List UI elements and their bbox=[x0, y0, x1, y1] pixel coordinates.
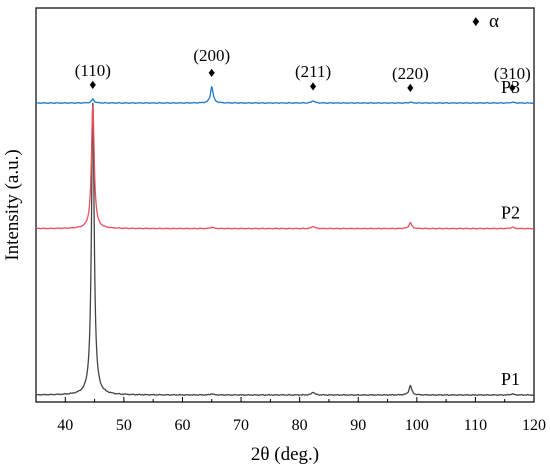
peak-hkl-label: (220) bbox=[392, 64, 429, 83]
peak-diamond-icon: ♦ bbox=[509, 81, 516, 96]
series-line-p2 bbox=[35, 105, 535, 230]
series-label-p2: P2 bbox=[501, 203, 520, 223]
x-tick-label: 100 bbox=[405, 417, 429, 434]
x-tick-label: 120 bbox=[522, 417, 546, 434]
peak-hkl-label: (200) bbox=[193, 46, 230, 65]
series-label-p3: P3 bbox=[501, 77, 520, 97]
legend-diamond-icon: ♦ bbox=[472, 14, 480, 30]
x-tick-label: 50 bbox=[116, 417, 132, 434]
peak-diamond-icon: ♦ bbox=[310, 80, 317, 95]
x-tick-label: 90 bbox=[350, 417, 366, 434]
series-label-p1: P1 bbox=[501, 369, 520, 389]
x-tick-label: 60 bbox=[174, 417, 190, 434]
x-axis-title: 2θ (deg.) bbox=[251, 444, 319, 465]
plot-frame bbox=[35, 7, 535, 403]
peak-annotations: ♦(110) ♦(200)♦(211)♦(220)♦(310) bbox=[75, 46, 531, 96]
peak-hkl-label: (211) bbox=[295, 62, 331, 81]
series-layer: P1 P2 P3 bbox=[35, 77, 535, 397]
x-axis: 40 50 60 70 80 90 100 110 120 bbox=[35, 397, 546, 434]
peak-hkl-label: (310) bbox=[494, 64, 531, 83]
x-tick-label: 70 bbox=[233, 417, 249, 434]
peak-diamond-icon: ♦ bbox=[407, 81, 414, 96]
peak-diamond-icon: ♦ bbox=[208, 66, 215, 81]
legend-label: α bbox=[489, 11, 499, 32]
x-tick-label: 110 bbox=[464, 417, 487, 434]
series-line-p1 bbox=[35, 102, 535, 397]
peak-hkl-label: (110) bbox=[75, 61, 111, 80]
series-line-p3 bbox=[35, 85, 535, 105]
legend: ♦ α bbox=[472, 11, 499, 32]
x-tick-label: 80 bbox=[292, 417, 308, 434]
x-tick-label: 40 bbox=[57, 417, 73, 434]
y-axis-title: Intensity (a.u.) bbox=[2, 149, 23, 260]
peak-diamond-icon: ♦ bbox=[89, 78, 96, 93]
